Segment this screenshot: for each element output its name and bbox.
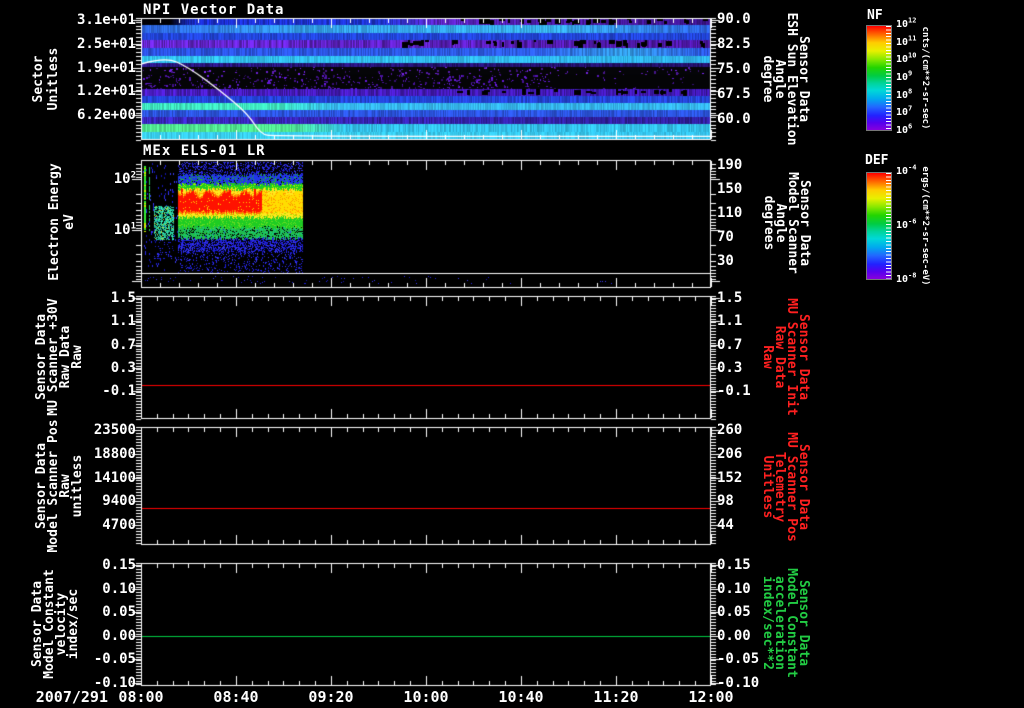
right-tick-label: 152	[717, 469, 743, 486]
y-tick-label: 0.05	[102, 604, 136, 620]
y-tick-label: 1.1	[110, 313, 136, 330]
colorbar-tick-label: 10-4	[896, 163, 917, 177]
right-axis-label-acceleration: Sensor Data Model Constant acceleration …	[760, 568, 811, 678]
panel-canvas-npi_vector	[129, 6, 723, 152]
colorbar-tick-label: 10-6	[896, 217, 917, 231]
right-tick-label: 67.5	[717, 86, 751, 102]
right-tick-label: 0.7	[717, 336, 743, 353]
right-tick-label: 150	[717, 181, 743, 197]
right-tick-label: 0.3	[717, 360, 743, 376]
right-tick-label: 260	[717, 422, 743, 438]
right-tick-label: 0.10	[717, 580, 751, 597]
right-tick-label: -0.05	[717, 651, 760, 667]
y-tick-label: 2.5e+01	[76, 35, 136, 52]
panel-canvas-model_scanner_pos	[129, 415, 723, 557]
y-tick-label: 14100	[93, 469, 136, 486]
right-tick-label: 82.5	[717, 36, 751, 52]
right-axis-label-sun-elevation: Sensor Data ESH Sun Elevation Angle degr…	[760, 12, 811, 146]
colorbar-tick-label: 109	[896, 69, 913, 83]
y-tick-label: 4700	[102, 517, 136, 533]
y-tick-label: 1.5	[110, 290, 136, 306]
right-tick-label: 1.5	[717, 290, 743, 306]
y-tick-label: -0.05	[93, 651, 136, 667]
y-tick-label: 23500	[93, 422, 136, 438]
x-axis-date-label: 2007/291	[35, 688, 108, 706]
y-tick-label: 1.9e+01	[76, 59, 136, 76]
right-tick-label: 0.15	[717, 557, 751, 573]
colorbar-ticks	[886, 173, 891, 279]
colorbar-tick-label: 1012	[896, 16, 917, 30]
y-tick-label: 0.7	[110, 336, 136, 353]
right-tick-label: 90.0	[717, 11, 751, 27]
y-tick-label: 102	[113, 170, 136, 187]
colorbar-tick-label: 106	[896, 122, 913, 136]
right-tick-label: 75.0	[717, 61, 751, 77]
right-tick-label: 0.00	[717, 627, 751, 644]
right-tick-label: 98	[717, 493, 734, 510]
colorbar-tick-label: 107	[896, 104, 913, 119]
colorbar-tick-label: 1010	[896, 51, 917, 66]
y-tick-label: 0.00	[102, 627, 136, 644]
y-axis-label-npi: Sector Unitless	[31, 47, 61, 111]
colorbar-def	[866, 172, 892, 280]
colorbar-ticks	[886, 26, 891, 130]
y-tick-label: 6.2e+00	[76, 107, 136, 123]
colorbar-nf	[866, 25, 892, 131]
right-tick-label: 190	[717, 157, 743, 173]
y-tick-label: 1.2e+01	[76, 83, 136, 100]
right-tick-label: 110	[717, 205, 743, 221]
right-tick-label: -0.10	[717, 674, 760, 691]
right-tick-label: 44	[717, 517, 734, 533]
right-tick-label: 1.1	[717, 313, 743, 330]
right-tick-label: 206	[717, 445, 743, 462]
y-tick-label: -0.10	[93, 674, 136, 691]
y-tick-label: 0.15	[102, 557, 136, 573]
y-tick-label: 3.1e+01	[76, 12, 136, 28]
colorbar-units-nf: cnts/(cm**2-sr-sec)	[920, 26, 930, 130]
panel-canvas-mex_els	[129, 148, 723, 300]
y-tick-label: -0.1	[102, 383, 136, 400]
colorbar-title-nf: NF	[867, 8, 883, 23]
y-tick-label: 9400	[102, 493, 136, 510]
colorbar-tick-label: 108	[896, 87, 913, 101]
right-tick-label: 30	[717, 253, 734, 269]
y-tick-label: 0.10	[102, 580, 136, 597]
right-axis-label-mu-scanner-pos: Sensor Data MU Scanner Pos Telemetry Uni…	[760, 432, 811, 542]
right-tick-label: 70	[717, 229, 734, 245]
right-axis-label-scanner-angle: Sensor Data Model Scanner Angle degrees	[761, 172, 812, 274]
colorbar-tick-label: 10-8	[896, 271, 917, 285]
right-tick-label: 0.05	[717, 604, 751, 620]
y-tick-label: 0.3	[110, 360, 136, 376]
right-tick-label: -0.1	[717, 383, 751, 400]
panel-canvas-model_constant_velocity	[129, 551, 723, 698]
right-axis-label-mu-scanner-init: Sensor Data MU Scanner Init Raw Data Raw	[760, 298, 811, 416]
panel-canvas-mu_scanner_30v	[129, 284, 723, 431]
y-tick-label: 18800	[93, 445, 136, 462]
colorbar-title-def: DEF	[865, 153, 889, 168]
right-tick-label: 60.0	[717, 111, 751, 127]
colorbar-tick-label: 1011	[896, 34, 917, 48]
colorbar-units-def: ergs/(cm**2-sr-sec-eV)	[920, 166, 930, 286]
y-tick-label: 101	[113, 221, 136, 238]
